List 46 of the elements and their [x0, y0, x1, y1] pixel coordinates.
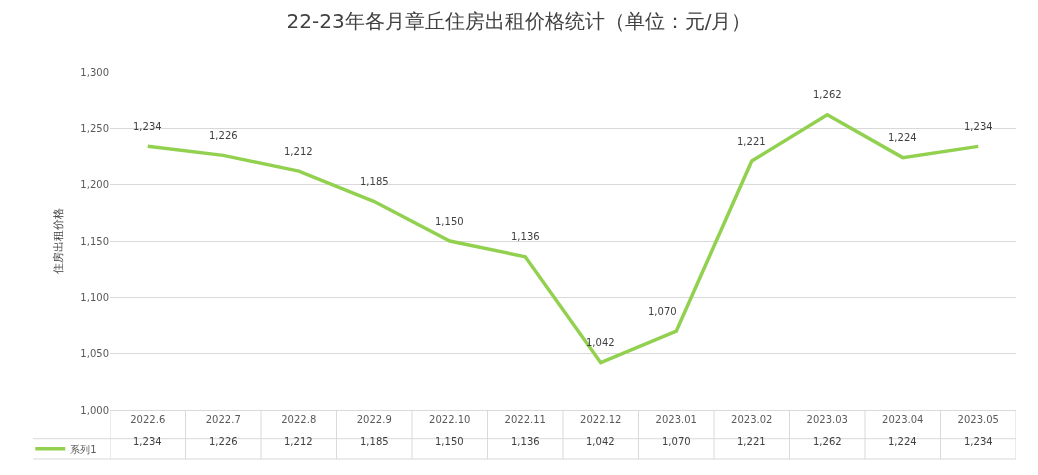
text: 1,212 — [284, 146, 313, 157]
data-label: 1,224 — [888, 436, 917, 447]
x-tick-label: 2023.02 — [731, 414, 773, 425]
text: 1,136 — [511, 231, 540, 242]
text: 1,185 — [360, 176, 389, 187]
text: 1,221 — [737, 136, 766, 147]
data-label: 1,262 — [813, 436, 842, 447]
x-tick-label: 2022.12 — [580, 414, 622, 425]
data-label: 1,226 — [209, 436, 238, 447]
text: 1,234 — [133, 121, 162, 132]
x-tick-label: 2023.05 — [957, 414, 999, 425]
x-tick-label: 2023.03 — [806, 414, 848, 425]
y-tick-label: 1,250 — [80, 122, 109, 134]
y-axis-title: 住房出租价格 — [52, 208, 66, 274]
data-label: 1,234 — [964, 436, 993, 447]
data-label: 1,234 — [133, 436, 162, 447]
x-tick-label: 2023.01 — [655, 414, 697, 425]
text: 1,042 — [586, 337, 615, 348]
data-label: 1,150 — [435, 436, 464, 447]
data-label: 1,212 — [284, 436, 313, 447]
y-tick-label: 1,150 — [80, 235, 109, 247]
text: 1,070 — [648, 306, 677, 317]
data-label: 1,136 — [511, 436, 540, 447]
text: 1,262 — [813, 89, 842, 100]
data-label: 1,221 — [737, 436, 766, 447]
text: 1,226 — [209, 130, 238, 141]
text: 1,224 — [888, 132, 917, 143]
text: 1,234 — [964, 121, 993, 132]
y-tick-label: 1,300 — [80, 66, 109, 78]
data-label: 1,185 — [360, 436, 389, 447]
text: 1,150 — [435, 216, 464, 227]
data-label: 1,042 — [586, 436, 615, 447]
data-label: 1,070 — [662, 436, 691, 447]
legend-label: 系列1 — [70, 443, 97, 455]
x-tick-label: 2022.6 — [130, 414, 166, 425]
y-tick-label: 1,200 — [80, 179, 109, 191]
x-tick-label: 2023.04 — [882, 414, 924, 425]
y-tick-label: 1,050 — [80, 348, 109, 360]
x-tick-label: 2022.7 — [205, 414, 241, 425]
y-tick-label: 1,000 — [80, 404, 109, 416]
x-tick-label: 2022.8 — [281, 414, 317, 425]
x-tick-label: 2022.11 — [504, 414, 546, 425]
x-tick-label: 2022.9 — [356, 414, 392, 425]
chart-title: 22-23年各月章丘住房出租价格统计（单位：元/月） — [286, 9, 752, 34]
y-tick-label: 1,100 — [80, 291, 109, 303]
x-tick-label: 2022.10 — [429, 414, 471, 425]
